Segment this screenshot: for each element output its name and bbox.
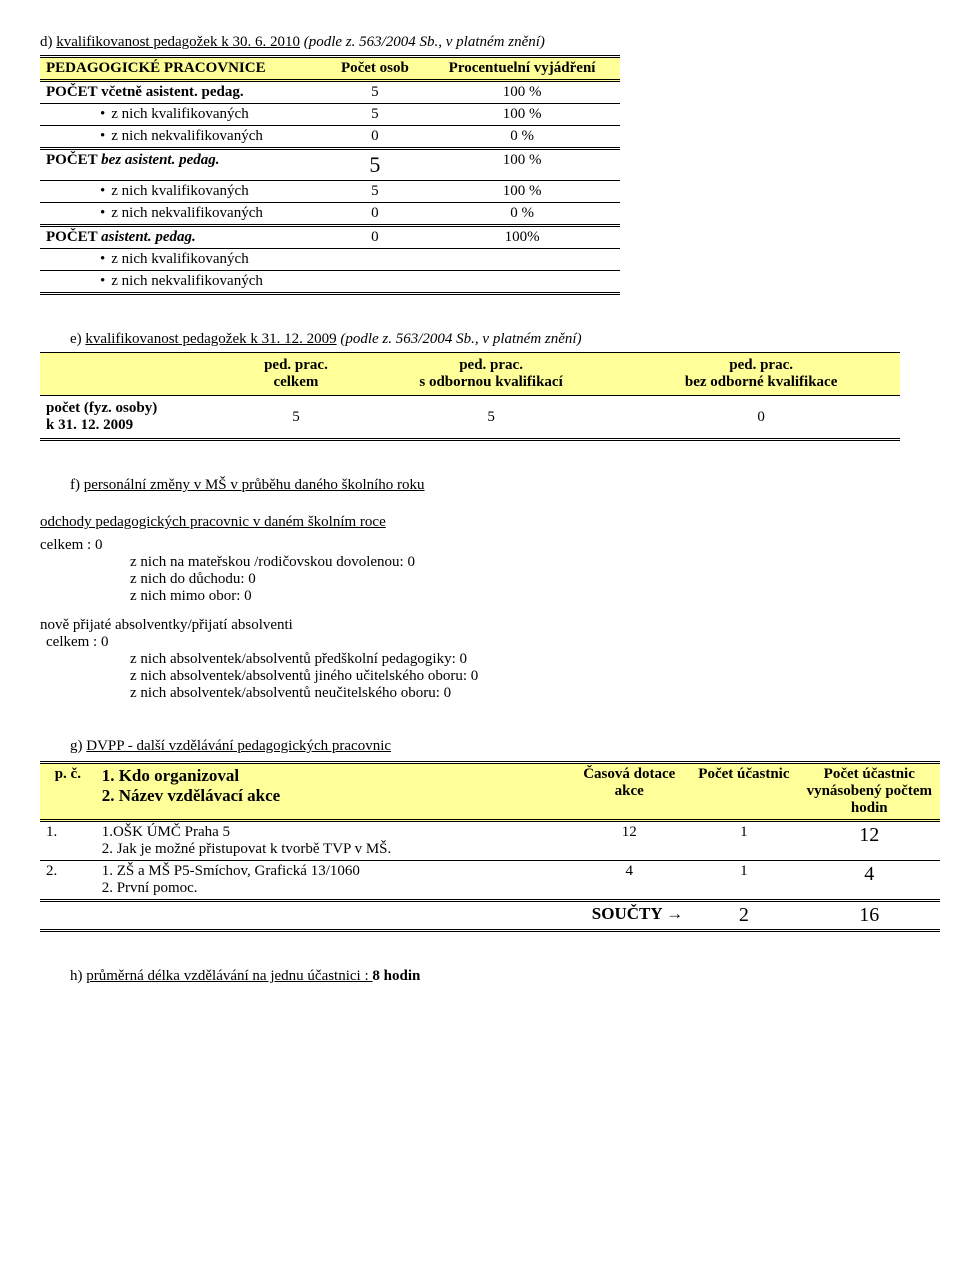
title-h: průměrná délka vzdělávání na jednu účast…	[86, 968, 372, 984]
table-row: POČET bez asistent. pedag.	[40, 149, 326, 181]
note-d: (podle z. 563/2004 Sb., v platném znění)	[304, 34, 545, 50]
table-e: ped. prac.celkem ped. prac.s odbornou kv…	[40, 352, 900, 441]
section-d-heading: d) kvalifikovanost pedagožek k 30. 6. 20…	[40, 34, 920, 51]
table-g: p. č. 1. Kdo organizoval 2. Název vzdělá…	[40, 761, 940, 932]
table-row: z nich nekvalifikovaných	[40, 271, 326, 294]
letter-e: e)	[70, 331, 85, 347]
f-line7: celkem : 0	[46, 634, 920, 651]
f-line10: z nich absolventek/absolventů neučitelsk…	[130, 685, 920, 702]
t2-v3: 0	[622, 396, 900, 440]
t3-h-c4: Počet účastnic	[689, 763, 798, 821]
table-row: z nich kvalifikovaných	[40, 249, 326, 271]
f-line6: nově přijaté absolventky/přijatí absolve…	[40, 617, 920, 634]
table-d: PEDAGOGICKÉ PRACOVNICE Počet osob Procen…	[40, 55, 620, 295]
f-line4: z nich do důchodu: 0	[130, 571, 920, 588]
t1-h1: PEDAGOGICKÉ PRACOVNICE	[40, 57, 326, 81]
table-row: 2.	[40, 861, 96, 901]
t3-r2-main: 1. ZŠ a MŠ P5-Smíchov, Grafická 13/1060 …	[96, 861, 570, 901]
sum-label: SOUČTY →	[96, 901, 690, 931]
f-line9: z nich absolventek/absolventů jiného uči…	[130, 668, 920, 685]
sum-c5: 16	[799, 901, 940, 931]
f-line1: odchody pedagogických pracovnic v daném …	[40, 514, 920, 531]
section-g-heading: g) DVPP - další vzdělávání pedagogických…	[70, 738, 920, 755]
t2-h1: ped. prac.celkem	[232, 353, 360, 396]
table-row: z nich nekvalifikovaných	[40, 203, 326, 226]
table-row: z nich nekvalifikovaných	[40, 126, 326, 149]
f-line8: z nich absolventek/absolventů předškolní…	[130, 651, 920, 668]
t3-r1-main: 1.OŠK ÚMČ Praha 5 2. Jak je možné přistu…	[96, 821, 570, 861]
f-line3: z nich na mateřskou /rodičovskou dovolen…	[130, 554, 920, 571]
title-f: personální změny v MŠ v průběhu daného š…	[84, 477, 425, 493]
t3-h-c3: Časová dotace akce	[569, 763, 689, 821]
t2-h2: ped. prac.s odbornou kvalifikací	[360, 353, 622, 396]
t1-h2: Počet osob	[326, 57, 425, 81]
t2-h3: ped. prac.bez odborné kvalifikace	[622, 353, 900, 396]
sum-c4: 2	[689, 901, 798, 931]
letter-f: f)	[70, 477, 84, 493]
t1-h3: Procentuelní vyjádření	[424, 57, 620, 81]
title-e: kvalifikovanost pedagožek k 31. 12. 2009	[85, 331, 336, 347]
section-f-heading: f) personální změny v MŠ v průběhu danéh…	[70, 477, 920, 494]
table-row: z nich kvalifikovaných	[40, 104, 326, 126]
value-h: 8 hodin	[372, 968, 420, 984]
letter-h: h)	[70, 968, 86, 984]
f-line5: z nich mimo obor: 0	[130, 588, 920, 605]
letter-g: g)	[70, 738, 86, 754]
table-row: 1.	[40, 821, 96, 861]
section-e-heading: e) kvalifikovanost pedagožek k 31. 12. 2…	[70, 331, 920, 348]
t2-v1: 5	[232, 396, 360, 440]
section-h-heading: h) průměrná délka vzdělávání na jednu úč…	[70, 968, 920, 985]
table-row: POČET asistent. pedag.	[40, 226, 326, 249]
f-line2: celkem : 0	[40, 537, 920, 554]
t2-h0	[40, 353, 232, 396]
table-row: POČET včetně asistent. pedag.	[40, 81, 326, 104]
t3-h-pc: p. č.	[40, 763, 96, 821]
table-row: z nich kvalifikovaných	[40, 181, 326, 203]
letter-d: d)	[40, 34, 56, 50]
t3-h-main: 1. Kdo organizoval 2. Název vzdělávací a…	[96, 763, 570, 821]
t2-rowlabel: počet (fyz. osoby) k 31. 12. 2009	[40, 396, 232, 440]
t2-v2: 5	[360, 396, 622, 440]
t3-h-c5: Počet účastnic vynásobený počtem hodin	[799, 763, 940, 821]
title-d: kvalifikovanost pedagožek k 30. 6. 2010	[56, 34, 300, 50]
title-g: DVPP - další vzdělávání pedagogických pr…	[86, 738, 391, 754]
note-e: (podle z. 563/2004 Sb., v platném znění)	[340, 331, 581, 347]
